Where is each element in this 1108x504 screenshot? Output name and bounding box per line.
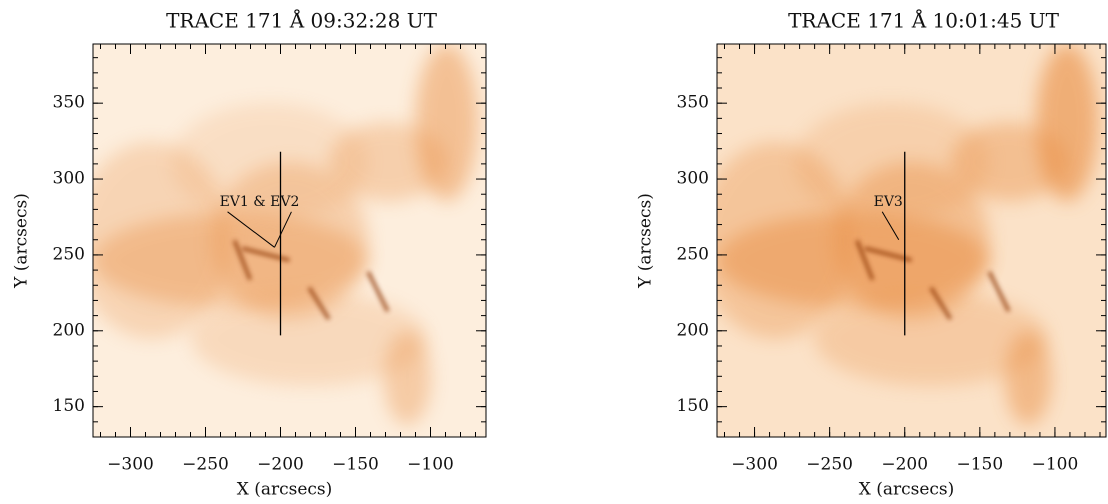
y-tick-label: 300 — [53, 169, 85, 189]
dark-streak — [366, 271, 390, 313]
dark-streak — [929, 286, 953, 321]
image-panel — [717, 44, 1106, 437]
x-tick-label: −250 — [182, 455, 229, 475]
annotation-pointer — [881, 211, 900, 240]
annotation-pointer — [227, 211, 275, 248]
y-tick-label: 150 — [53, 396, 85, 416]
annotation: EV1 & EV2 — [220, 194, 300, 210]
emission-region — [171, 102, 369, 221]
x-tick-label: −100 — [1032, 455, 1079, 475]
chart-title: TRACE 171 Å 09:32:28 UT — [166, 8, 437, 33]
x-tick-label: −100 — [407, 455, 454, 475]
y-tick-label: 350 — [677, 93, 709, 113]
dark-streak — [232, 239, 253, 281]
dark-streak — [241, 246, 290, 263]
x-tick-label: −300 — [107, 455, 154, 475]
emission-region — [794, 102, 990, 221]
y-tick-label: 300 — [677, 169, 709, 189]
annotation: EV3 — [874, 194, 903, 210]
y-axis-label: Y (arcsecs) — [636, 193, 656, 289]
image-panel — [93, 44, 486, 437]
x-tick-label: −300 — [731, 455, 778, 475]
x-tick-label: −150 — [332, 455, 379, 475]
x-axis-label: X (arcsecs) — [859, 480, 955, 500]
emission-region — [814, 291, 1048, 386]
plot-frame — [716, 43, 1107, 438]
plot-frame — [92, 43, 487, 438]
y-tick-label: 150 — [677, 396, 709, 416]
y-axis-label: Y (arcsecs) — [12, 193, 32, 289]
x-axis-label: X (arcsecs) — [237, 480, 333, 500]
y-tick-label: 200 — [677, 320, 709, 340]
x-tick-label: −250 — [806, 455, 853, 475]
x-tick-label: −200 — [881, 455, 928, 475]
emission-region — [383, 330, 431, 426]
dark-streak — [864, 246, 912, 263]
dark-streak — [307, 286, 331, 321]
y-tick-label: 250 — [53, 244, 85, 264]
emission-region — [191, 291, 428, 386]
dark-streak — [855, 239, 875, 281]
y-tick-label: 350 — [53, 93, 85, 113]
chart-title: TRACE 171 Å 10:01:45 UT — [788, 8, 1059, 33]
x-tick-label: −150 — [956, 455, 1003, 475]
dark-streak — [987, 271, 1011, 313]
y-tick-label: 250 — [677, 244, 709, 264]
annotation-pointer — [274, 211, 292, 248]
x-tick-label: −200 — [257, 455, 304, 475]
y-tick-label: 200 — [53, 320, 85, 340]
emission-region — [1004, 330, 1052, 426]
